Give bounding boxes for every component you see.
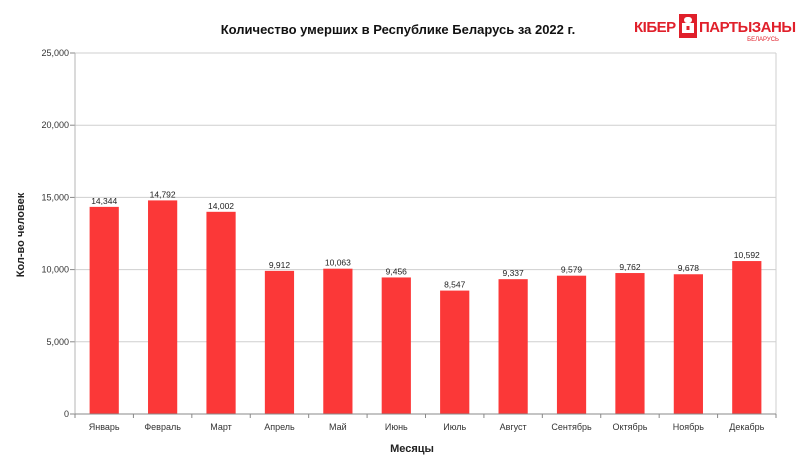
x-tick-label: Август [500,422,527,432]
data-label: 14,344 [91,196,117,206]
x-tick-label: Май [329,422,347,432]
x-tick-label: Ноябрь [673,422,705,432]
logo: КІБЕР ПАРТЫЗАНЫ БЕЛАРУСЬ [631,12,796,44]
bar [148,200,178,414]
logo-background [631,12,781,44]
logo-emblem-icon [679,14,697,38]
y-tick-label: 0 [64,409,69,419]
logo-word-2: ПАРТЫЗАНЫ [699,19,796,36]
x-tick-label: Апрель [264,422,295,432]
data-label: 9,456 [386,266,408,276]
bar [615,273,645,414]
data-label: 10,063 [325,258,351,268]
bar [381,277,411,414]
chart-title: Количество умерших в Республике Беларусь… [221,22,575,37]
x-tick-label: Октябрь [613,422,648,432]
logo-subtitle: БЕЛАРУСЬ [747,37,779,43]
data-label: 10,592 [734,250,760,260]
bars: 14,344 14,792 14,002 9,912 10,063 9,456 8,547 9… [89,189,762,414]
y-tick-label: 20,000 [41,120,69,130]
y-tick-label: 25,000 [41,48,69,58]
bar [206,211,236,414]
data-label: 14,792 [150,189,176,199]
bar [673,274,703,414]
bar [264,270,295,414]
x-tick-label: Июль [443,422,466,432]
bar [89,206,119,414]
bar [556,275,587,414]
bar [732,261,762,414]
grid [75,52,777,415]
x-tick-label: Июнь [385,422,408,432]
data-label: 14,002 [208,201,234,211]
data-label: 9,762 [619,262,641,272]
logo-word-1: КІБЕР [634,19,676,36]
x-tick-label: Январь [89,422,120,432]
data-label: 9,337 [502,268,524,278]
data-label: 9,912 [269,260,291,270]
y-tick-label: 5,000 [46,337,69,347]
x-tick-label: Сентябрь [551,422,592,432]
x-axis-title: Месяцы [390,443,434,455]
y-tick-label: 10,000 [41,265,69,275]
x-tick-label: Февраль [144,422,181,432]
bar [323,268,353,414]
x-axis: Январь Февраль Март Апрель Май Июнь Июль Август… [74,413,777,432]
bar [498,279,528,414]
y-tick-label: 15,000 [41,192,69,202]
data-label: 8,547 [444,280,466,290]
data-label: 9,579 [561,265,583,275]
y-axis: 0 5,000 10,000 15,000 20,000 25,000 [41,48,76,419]
x-tick-label: Март [210,422,232,432]
data-label: 9,678 [678,263,700,273]
x-tick-label: Декабрь [729,422,764,432]
bar [440,290,470,414]
y-axis-title: Кол-во человек [15,192,27,277]
